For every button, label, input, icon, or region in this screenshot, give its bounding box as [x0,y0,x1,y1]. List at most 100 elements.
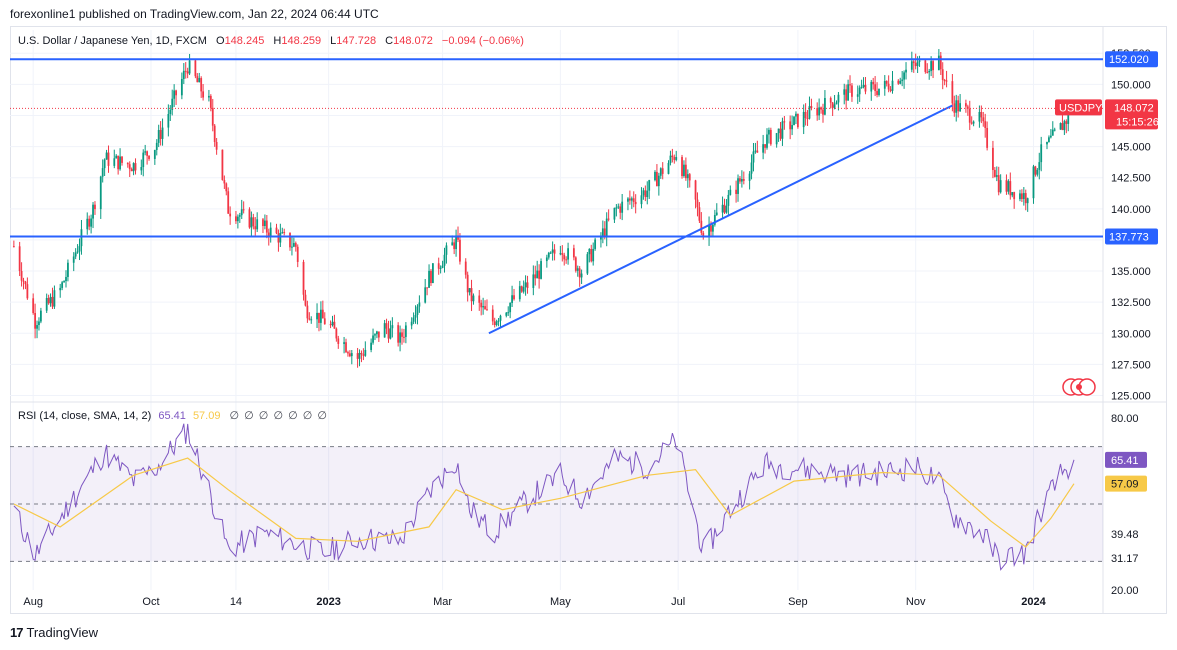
candle-up [752,151,755,163]
price-axis-tick: 135.000 [1111,266,1151,278]
candle-up [837,94,840,103]
candle-down [984,121,987,128]
candle-up [101,168,104,177]
candle-up [613,207,616,220]
candle-down [242,209,245,211]
candle-up [208,95,210,98]
candle-up [39,310,42,322]
candle-down [221,149,224,181]
candle-up [240,209,243,216]
candle-down [561,253,564,255]
candle-down [982,117,985,122]
candle-up [350,353,353,357]
candle-down [51,296,54,307]
candle-down [486,309,488,311]
candle-up [497,320,500,322]
candle-up [995,175,998,177]
candle-up [432,263,434,284]
hline-axis-label-bg [1105,51,1158,68]
candle-down [806,118,809,120]
candle-down [225,183,228,192]
candle-down [739,178,741,182]
candle-down [306,305,309,319]
candle-down [34,312,37,329]
candle-down [951,81,954,104]
candle-up [818,107,821,116]
candle-up [38,321,40,326]
candle-up [198,78,201,83]
candle-up [428,270,430,288]
candle-up [586,254,589,274]
price-axis-tick: 142.500 [1111,173,1151,185]
candle-down [94,204,96,210]
time-axis-tick: Nov [906,596,926,608]
candle-down [453,242,456,250]
candle-down [248,209,251,228]
candle-up [264,220,266,227]
candle-up [1007,181,1010,192]
candle-up [858,87,861,95]
candle-down [227,191,230,214]
tradingview-logo[interactable]: 17 TradingView [10,625,98,640]
price-axis-tick: 140.000 [1111,204,1151,216]
candle-down [484,306,486,310]
candle-up [372,335,374,343]
candle-down [235,216,237,222]
candle-up [536,270,539,279]
candle-down [723,204,726,213]
candle-down [513,295,515,300]
symbol-label[interactable]: U.S. Dollar / Japanese Yen, 1D, FXCM [18,35,207,47]
candle-down [742,179,745,181]
candle-up [404,325,407,337]
candle-up [443,254,446,266]
candle-up [630,198,633,201]
high-label: H [273,35,282,47]
candle-down [735,189,737,194]
rsi-value-label-bg [1105,451,1147,468]
candle-up [972,121,975,124]
rsi-axis-tick: 80.00 [1111,413,1139,425]
candle-up [592,248,595,262]
candle-up [795,113,797,117]
candle-down [254,226,257,230]
candle-down [684,164,687,179]
candle-down [308,318,311,320]
candle-down [603,228,606,237]
candle-up [482,306,485,308]
candle-up [1067,113,1070,124]
candle-up [391,325,394,329]
trendline [488,104,953,335]
candle-up [715,212,718,215]
close-value: 148.072 [393,35,433,47]
candle-down [348,353,351,357]
candle-down [117,155,120,170]
candle-down [538,270,541,279]
candle-down [1009,181,1012,196]
candle-down [184,70,187,72]
candle-down [294,243,297,247]
candle-down [337,338,340,344]
candle-up [376,331,378,335]
candle-down [302,261,305,295]
candle-up [67,262,69,277]
candle-down [849,84,851,86]
candle-up [105,152,108,160]
candle-down [1061,123,1064,131]
candle-down [964,103,967,107]
candle-up [509,302,512,313]
candle-down [146,151,149,156]
candle-down [681,157,683,176]
candle-down [345,342,347,353]
candle-up [762,144,765,153]
time-axis-tick: May [550,596,571,608]
candle-up [1053,129,1056,131]
time-axis-tick: Jul [671,596,685,608]
candle-down [333,321,336,329]
time-axis-tick: 2024 [1021,596,1046,608]
candle-down [323,318,326,325]
candle-up [843,89,846,95]
rsi-indicator-label[interactable]: RSI (14, close, SMA, 14, 2) [18,410,152,422]
candle-down [22,280,25,282]
candle-up [1040,144,1043,163]
